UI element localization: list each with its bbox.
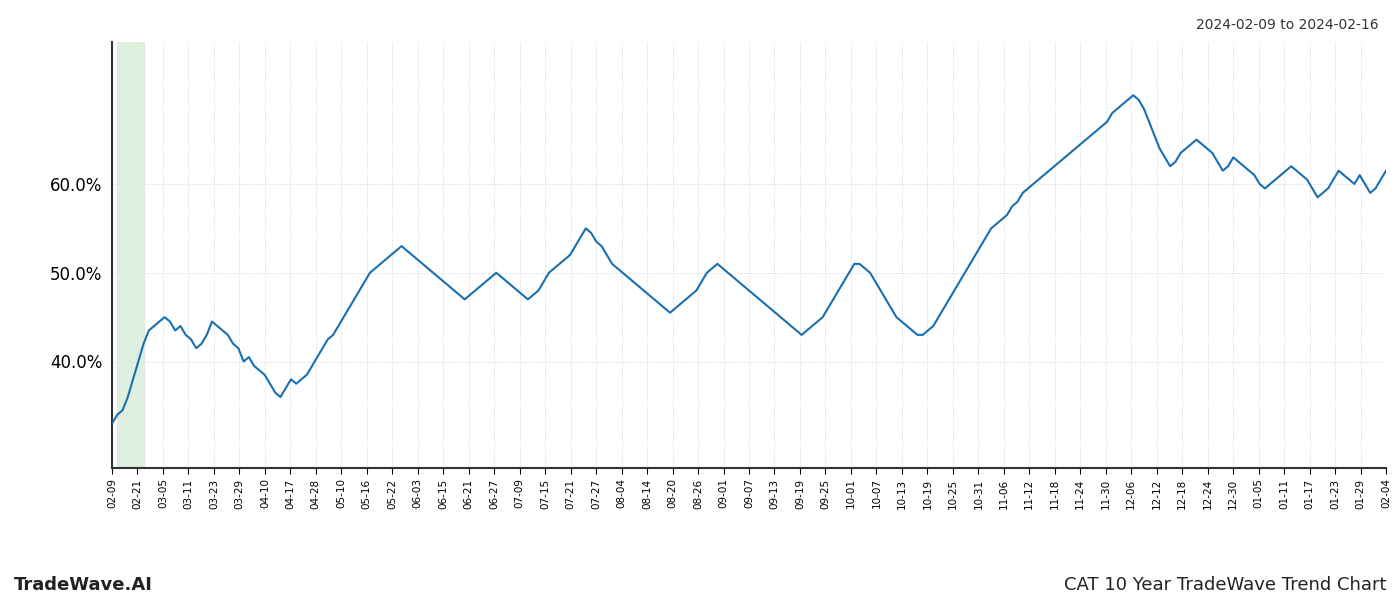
Text: CAT 10 Year TradeWave Trend Chart: CAT 10 Year TradeWave Trend Chart <box>1064 576 1386 594</box>
Text: TradeWave.AI: TradeWave.AI <box>14 576 153 594</box>
Bar <box>118 42 144 468</box>
Text: 2024-02-09 to 2024-02-16: 2024-02-09 to 2024-02-16 <box>1197 18 1379 32</box>
